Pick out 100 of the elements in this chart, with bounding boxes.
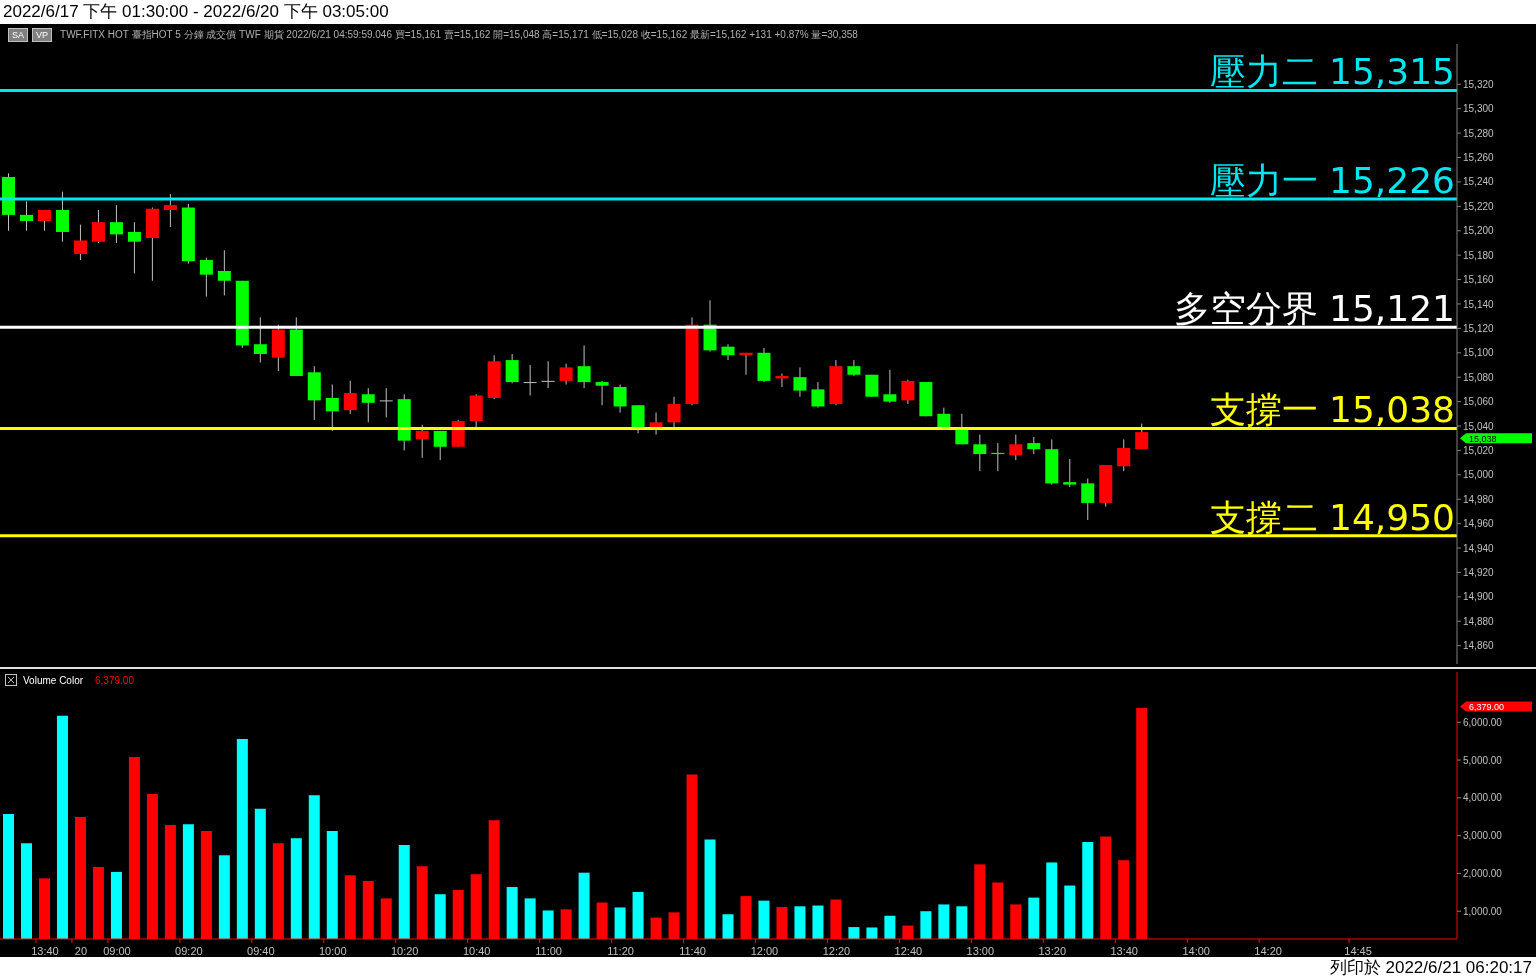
y-tick-label: 14,980 [1463,493,1495,505]
candlestick [541,360,555,389]
x-tick-label: 14:00 [1182,945,1210,957]
y-tick-label: 6,000.00 [1463,716,1503,728]
candlestick [811,381,825,409]
y-tick-label: 15,100 [1463,347,1495,359]
candlestick [163,193,177,228]
y-tick-label: 15,040 [1463,420,1495,432]
y-tick-label: 15,120 [1463,322,1495,334]
candlestick [1063,458,1077,488]
candlestick [19,200,33,232]
x-tick-label: 10:40 [462,945,491,957]
y-tick-label: 15,220 [1463,200,1495,212]
y-tick-label: 15,280 [1463,127,1495,139]
candlestick [1135,423,1149,450]
x-tick-label: 13:40 [31,945,59,957]
x-tick-label: 09:40 [247,945,275,957]
ref-line-label: 支撐一 15,038 [1209,389,1455,431]
x-tick-label: 14:20 [1254,945,1282,957]
annotation: 6,379.00 [95,674,134,686]
x-tick-label: 14:45 [1344,945,1372,957]
candlestick [217,249,231,296]
price-tag: 15,038 [1460,433,1532,444]
y-tick-label: 15,200 [1463,225,1495,237]
y-tick-label: 14,860 [1463,640,1495,652]
x-tick-label: 13:40 [1110,945,1138,957]
ref-line-label: 支撐二 14,950 [1209,496,1455,538]
price-tag: 6,379.00 [1460,701,1532,712]
x-tick-label: 13:00 [966,945,995,957]
x-tick-label: 10:20 [390,945,419,957]
y-tick-label: 15,060 [1463,396,1495,408]
y-tick-label: 15,020 [1463,444,1495,456]
x-tick-label: 20 [74,945,88,957]
x-tick-label: 12:20 [822,945,851,957]
candlestick [73,224,87,261]
candlestick [559,363,573,386]
candlestick [523,364,537,396]
candlestick [613,384,627,414]
candlestick [343,380,357,415]
ref-line-label: 壓力一 15,226 [1209,160,1455,201]
candlestick [127,221,141,274]
x-tick-label: 12:40 [894,945,923,957]
candlestick [721,343,735,361]
x-tick-label: 10:00 [319,945,347,957]
candlestick [109,204,123,244]
chart-title: Volume Color [23,674,84,686]
y-tick-label: 14,900 [1463,591,1495,603]
candlestick [361,387,375,423]
candlestick [505,353,519,384]
chart-title: 2022/6/17 下午 01:30:00 - 2022/6/20 下午 03:05:00 [0,0,1536,24]
candlestick [667,396,681,428]
y-tick-label: 4,000.00 [1463,792,1503,804]
ref-line-label: 壓力二 15,315 [1209,51,1455,93]
candlestick [577,344,591,389]
x-tick-label: 09:20 [175,945,203,957]
x-tick-label: 12:00 [750,945,779,957]
candlestick [901,379,915,405]
candlestick [1081,477,1095,521]
y-tick-label: 15,240 [1463,176,1495,188]
candlestick [631,404,645,434]
candlestick [55,191,69,243]
y-tick-label: 1,000.00 [1463,905,1503,917]
y-tick-label: 14,920 [1463,567,1495,579]
x-tick-label: 11:00 [535,945,562,957]
candlestick [379,387,393,418]
candlestick [433,430,447,461]
text: VP [32,28,53,42]
x-tick-label: 11:20 [607,945,634,957]
y-tick-label: 15,140 [1463,298,1495,310]
candlestick [253,316,267,364]
candlestick [973,434,987,472]
y-tick-label: 15,080 [1463,371,1495,383]
candlestick [595,380,609,406]
candlestick [91,209,105,244]
ref-line-label: 多空分界 15,121 [1173,288,1455,330]
chart-subtitle: TWF.FITX HOT 臺指HOT 5 分鐘 成交價 TWF 期貨 2022/6/21 04:59:59.046 買=15,161 賣=15,162 開=15,048 高=15,171 低=15,028 收=15,162 最新=15,162 +131 +0.87% 量=30,358 [60,28,858,42]
candlestick [199,257,213,298]
candlestick [793,366,807,398]
candlestick [325,384,339,432]
text: 列印於 2022/6/21 06:20:17 [1329,958,1533,977]
candlestick [415,424,429,459]
text: SA [8,28,29,42]
x-tick-label: 13:20 [1038,945,1067,957]
y-tick-label: 5,000.00 [1463,754,1503,766]
candlestick [883,369,897,404]
y-tick-label: 15,180 [1463,249,1495,261]
y-tick-label: 15,320 [1463,78,1495,90]
y-tick-label: 2,000.00 [1463,867,1503,879]
y-tick-label: 14,940 [1463,542,1495,554]
x-tick-label: 11:40 [679,945,706,957]
y-tick-label: 3,000.00 [1463,830,1503,842]
y-tick-label: 15,300 [1463,103,1495,115]
y-tick-label: 15,260 [1463,152,1495,164]
candlestick [1117,438,1131,472]
x-tick-label: 09:00 [103,945,131,957]
y-tick-label: 15,000 [1463,469,1495,481]
y-tick-label: 14,960 [1463,518,1495,530]
y-tick-label: 14,880 [1463,615,1495,627]
candlestick [1009,434,1023,461]
y-tick-label: 15,160 [1463,274,1495,286]
